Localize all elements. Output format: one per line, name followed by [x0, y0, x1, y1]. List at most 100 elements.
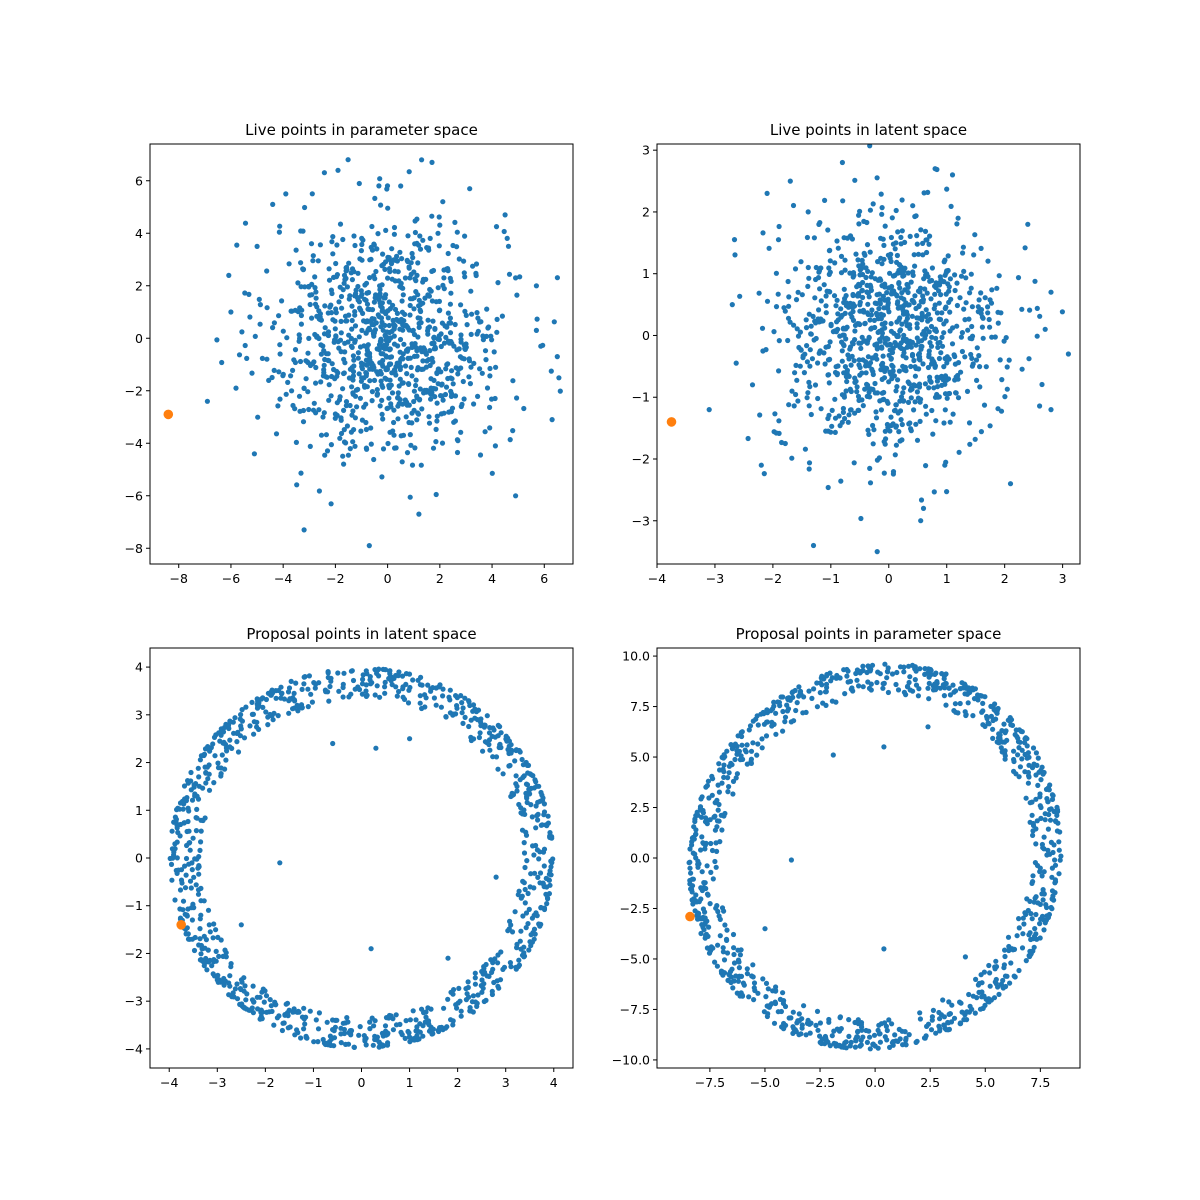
scatter-point	[894, 301, 901, 307]
scatter-point	[700, 906, 707, 912]
scatter-point	[169, 877, 175, 883]
scatter-point	[806, 460, 813, 466]
scatter-point	[813, 335, 819, 342]
scatter-point	[481, 998, 487, 1005]
scatter-point	[414, 216, 420, 222]
scatter-point	[724, 927, 730, 933]
scatter-point	[751, 997, 757, 1003]
scatter-point	[731, 951, 737, 958]
axes-frame	[149, 143, 574, 565]
scatter-point	[535, 811, 541, 818]
scatter-point	[395, 390, 401, 396]
scatter-point	[867, 1034, 873, 1040]
scatter-point	[378, 378, 384, 384]
scatter-point	[982, 295, 988, 301]
scatter-point	[458, 302, 464, 308]
scatter-point	[411, 388, 417, 394]
scatter-point	[708, 944, 715, 950]
scatter-point	[429, 159, 435, 165]
scatter-point	[802, 446, 809, 452]
scatter-point	[445, 955, 451, 961]
y-tick-label: 3	[642, 143, 650, 158]
scatter-point	[928, 1027, 935, 1033]
scatter-point	[400, 356, 406, 362]
scatter-point	[943, 1027, 949, 1033]
scatter-point	[206, 922, 212, 928]
scatter-point	[228, 964, 234, 970]
scatter-point	[211, 957, 217, 963]
scatter-point	[890, 1039, 896, 1045]
scatter-point	[1039, 913, 1046, 919]
scatter-point	[289, 388, 295, 394]
scatter-point	[895, 1038, 901, 1044]
scatter-point	[940, 997, 946, 1003]
scatter-point	[879, 205, 885, 211]
scatter-point	[198, 828, 204, 834]
scatter-point	[439, 440, 446, 446]
scatter-point	[1023, 795, 1029, 801]
scatter-point	[183, 855, 190, 862]
scatter-point	[538, 822, 544, 828]
scatter-point	[211, 780, 217, 786]
scatter-point	[180, 898, 187, 904]
scatter-point	[777, 703, 783, 709]
scatter-point	[488, 957, 494, 963]
scatter-point	[349, 384, 355, 390]
scatter-point	[459, 700, 465, 706]
scatter-point	[812, 295, 818, 301]
scatter-point	[283, 391, 289, 397]
scatter-point	[447, 687, 453, 693]
scatter-point	[337, 337, 344, 343]
scatter-point	[867, 249, 873, 255]
scatter-point	[894, 252, 901, 259]
scatter-point	[844, 235, 851, 241]
scatter-point	[455, 371, 461, 377]
scatter-point	[901, 669, 907, 675]
scatter-point	[707, 901, 713, 907]
scatter-point	[508, 750, 514, 756]
scatter-point	[905, 289, 911, 296]
scatter-point	[911, 382, 917, 388]
scatter-point	[1027, 800, 1033, 806]
x-tick-label: −5.0	[750, 1075, 780, 1090]
scatter-point	[479, 989, 485, 995]
scatter-point	[288, 373, 294, 379]
scatter-point	[920, 299, 926, 305]
scatter-point	[322, 303, 328, 309]
scatter-point	[498, 949, 504, 955]
scatter-point	[218, 728, 224, 734]
scatter-point	[529, 814, 535, 820]
scatter-point	[541, 863, 547, 869]
scatter-point	[480, 337, 486, 343]
scatter-point	[890, 1042, 896, 1048]
scatter-point	[473, 270, 479, 276]
scatter-point	[938, 277, 944, 283]
scatter-point	[761, 471, 767, 477]
scatter-point	[425, 682, 431, 688]
subplot-title: Proposal points in parameter space	[736, 625, 1002, 643]
scatter-point	[885, 305, 891, 312]
scatter-point	[301, 385, 307, 391]
scatter-point	[420, 358, 426, 364]
scatter-point	[382, 1023, 389, 1029]
scatter-point	[882, 428, 888, 434]
scatter-point	[778, 1008, 785, 1015]
scatter-point	[546, 891, 553, 897]
scatter-point	[242, 342, 248, 349]
scatter-point	[291, 357, 297, 363]
x-tick-label: 2	[436, 571, 444, 586]
scatter-point	[369, 389, 375, 395]
scatter-point	[463, 312, 469, 318]
scatter-point	[856, 221, 862, 227]
scatter-point	[937, 1016, 943, 1022]
scatter-point	[816, 221, 822, 227]
scatter-point	[881, 242, 887, 248]
scatter-point	[844, 378, 850, 385]
scatter-point	[416, 511, 422, 517]
scatter-point	[264, 1009, 270, 1015]
y-tick-label: 0	[135, 851, 143, 866]
scatter-point	[948, 203, 954, 209]
scatter-point	[807, 384, 813, 390]
scatter-point	[715, 942, 721, 948]
scatter-point	[518, 928, 524, 934]
